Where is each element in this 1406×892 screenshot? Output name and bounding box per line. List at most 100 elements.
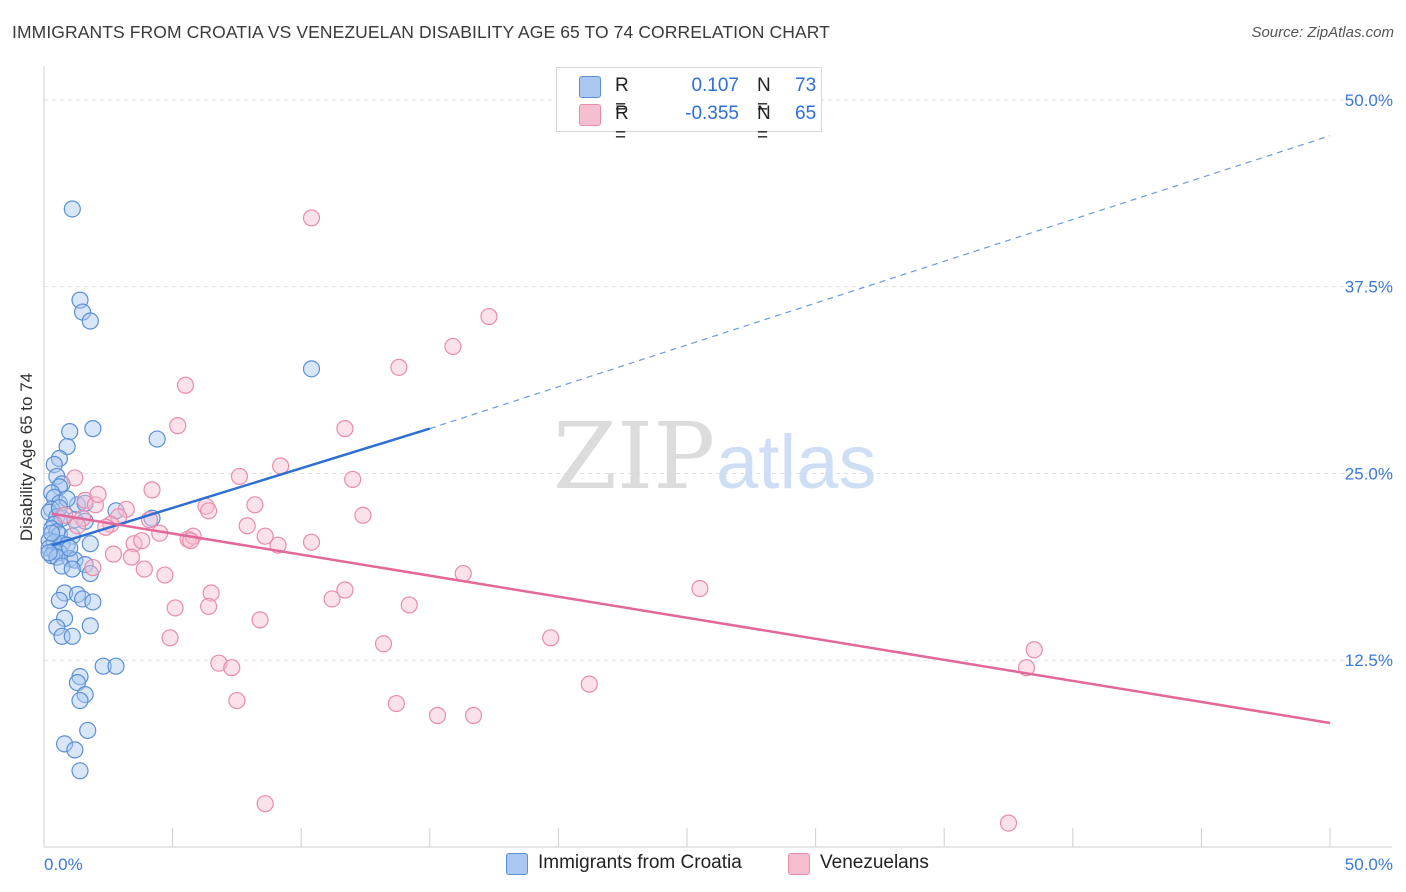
point-croatia [48,618,66,636]
point-venezuelans [387,694,405,713]
x-tick-label: 50.0% [1345,855,1393,874]
legend-r-value: -0.355 [685,103,739,124]
point-venezuelans [302,209,321,227]
point-venezuelans [354,506,372,524]
point-croatia [50,591,69,610]
point-venezuelans [161,629,179,647]
point-venezuelans [230,467,249,486]
point-croatia [84,420,102,438]
y-tick-label: 12.5% [1345,651,1393,670]
series-venezuelans [55,209,1043,832]
point-croatia [79,721,97,740]
point-venezuelans [133,532,151,550]
point-venezuelans [169,417,187,435]
legend-swatch-pink [579,104,601,126]
point-venezuelans [691,579,709,598]
point-croatia [43,524,61,542]
point-croatia [84,593,102,611]
point-venezuelans [323,590,341,608]
y-axis-label: Disability Age 65 to 74 [17,373,36,541]
watermark: ZIP atlas [553,403,877,510]
point-venezuelans [1025,641,1043,659]
gridlines [44,99,1392,661]
point-venezuelans [336,420,354,438]
y-tick-label: 25.0% [1345,464,1393,483]
point-croatia [61,423,79,441]
y-axis-label-group: Disability Age 65 to 74 [17,373,36,541]
point-venezuelans [223,659,241,677]
legend-n-value: 73 [795,75,817,96]
point-venezuelans [86,496,105,514]
trend-line-croatia-extension [429,135,1331,430]
bottom-legend-label: Venezuelans [820,852,929,873]
point-croatia [81,312,99,330]
point-venezuelans [256,795,274,813]
bottom-legend-swatch-blue [506,853,528,875]
point-croatia [63,560,81,578]
watermark-atlas: atlas [716,420,877,505]
y-tick-label: 50.0% [1345,91,1393,110]
point-croatia [53,557,71,575]
point-venezuelans [390,358,408,376]
point-venezuelans [210,654,228,672]
point-venezuelans [246,496,264,514]
trend-lines [51,135,1331,725]
legend-r-value: 0.107 [691,75,739,96]
y-tick-label: 37.5% [1345,278,1393,297]
point-croatia [40,544,58,562]
point-venezuelans [251,611,269,629]
point-venezuelans [166,599,184,617]
point-venezuelans [156,566,174,584]
point-venezuelans [302,533,321,551]
point-venezuelans [228,691,246,710]
tick-labels: 12.5% 25.0% 37.5% 50.0% 0.0% 50.0% [44,91,1393,874]
point-venezuelans [580,675,598,693]
point-venezuelans [200,502,218,520]
legend-swatch-blue [579,76,601,98]
chart-title: IMMIGRANTS FROM CROATIA VS VENEZUELAN DI… [12,22,830,42]
point-croatia [81,535,99,553]
point-croatia [55,735,74,753]
legend-n-label: N = [757,75,771,118]
point-venezuelans [256,527,274,545]
point-croatia [107,657,125,675]
point-venezuelans [480,307,498,326]
point-croatia [71,762,89,780]
point-croatia [66,741,84,759]
point-venezuelans [89,485,107,503]
point-croatia [58,437,76,456]
point-croatia [94,657,112,675]
point-venezuelans [374,635,393,653]
source-label: Source: ZipAtlas.com [1251,24,1394,41]
point-venezuelans [104,545,123,563]
point-croatia [63,200,81,218]
legend-r-label: R = [615,103,629,146]
point-croatia [81,617,99,635]
point-croatia [148,430,166,448]
point-venezuelans [400,596,418,614]
point-venezuelans [999,814,1018,832]
point-croatia [73,590,92,608]
point-croatia [302,360,321,378]
point-venezuelans [202,584,220,602]
x-tick-label: 0.0% [44,855,83,874]
point-venezuelans [428,706,447,725]
trend-line-venezuelans [51,512,1331,725]
point-venezuelans [84,558,102,577]
point-venezuelans [176,376,195,394]
axes [43,66,1392,848]
legend-r-label: R = [615,75,629,118]
watermark-zip: ZIP [553,403,715,510]
bottom-legend-swatch-pink [788,853,810,875]
point-venezuelans [122,548,141,566]
point-croatia [63,627,81,645]
point-venezuelans [464,706,483,725]
point-venezuelans [135,560,153,578]
trend-line-croatia [51,427,431,547]
point-venezuelans [344,470,362,489]
point-croatia [68,674,87,692]
stats-legend: R = 0.107 N = 73 R = -0.355 N = 65 [556,67,822,146]
point-croatia [71,691,89,710]
legend-n-value: 65 [795,103,817,124]
